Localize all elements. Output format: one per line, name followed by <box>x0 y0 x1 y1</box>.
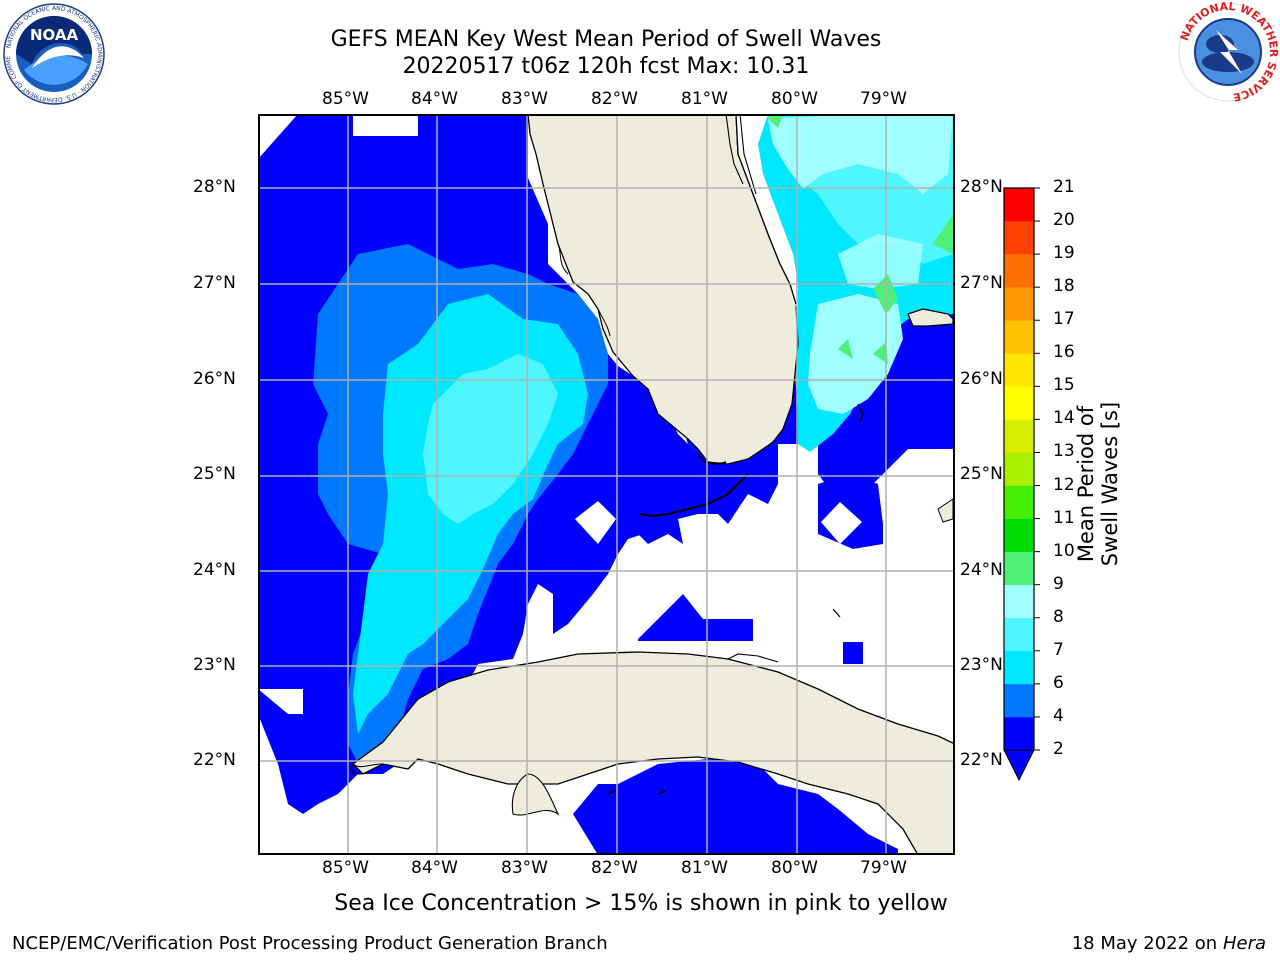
contour-8-9-east <box>768 114 953 194</box>
colorbar-frame <box>1003 187 1035 750</box>
colorbar-tick-label: 15 <box>1053 375 1075 396</box>
colorbar-band <box>1004 650 1034 685</box>
colorbar-tick-label: 16 <box>1053 342 1075 363</box>
lat-label-right: 26°N <box>960 369 1003 389</box>
colorbar-tick-label: 20 <box>1053 210 1075 231</box>
lat-label-right: 22°N <box>960 750 1003 770</box>
colorbar-band <box>1004 287 1034 321</box>
lat-label-left: 26°N <box>193 369 236 389</box>
nws-logo: NATIONAL WEATHER SERVICE <box>1176 0 1280 108</box>
lon-label-bottom: 82°W <box>591 858 638 878</box>
lat-label-left: 22°N <box>193 750 236 770</box>
colorbar-tick-label: 11 <box>1053 507 1075 528</box>
colorbar-band <box>1004 188 1034 222</box>
lat-label-left: 27°N <box>193 273 236 293</box>
colorbar-band <box>1004 485 1034 519</box>
colorbar-band <box>1004 584 1034 619</box>
colorbar-band <box>1004 254 1034 288</box>
colorbar-tick-label: 14 <box>1053 408 1075 429</box>
colorbar-tick-label: 19 <box>1053 243 1075 264</box>
lon-label-bottom: 79°W <box>860 858 907 878</box>
lon-label-bottom: 81°W <box>681 858 728 878</box>
lat-label-left: 28°N <box>193 177 236 197</box>
lon-label-top: 79°W <box>860 89 907 109</box>
footer-date: 18 May 2022 on Hera <box>1072 933 1266 954</box>
lat-label-right: 27°N <box>960 273 1003 293</box>
lon-label-top: 85°W <box>322 89 369 109</box>
lon-label-bottom: 83°W <box>501 858 548 878</box>
colorbar-title: Mean Period of Swell Waves [s] <box>1074 401 1122 567</box>
colorbar-band <box>1004 683 1034 718</box>
lat-label-right: 25°N <box>960 464 1003 484</box>
footer-date-text: 18 May 2022 on <box>1071 933 1218 954</box>
noaa-logo: NOAA NATIONAL OCEANIC AND ATMOSPHERIC AD… <box>0 0 106 110</box>
colorbar-tick-label: 8 <box>1053 606 1064 627</box>
colorbar-tick-label: 17 <box>1053 309 1075 330</box>
contour-7-8-west <box>423 354 558 524</box>
lon-label-top: 82°W <box>591 89 638 109</box>
colorbar-tick-label: 10 <box>1053 540 1075 561</box>
map-title-line1: GEFS MEAN Key West Mean Period of Swell … <box>330 27 882 52</box>
colorbar-tick-label: 9 <box>1053 573 1064 594</box>
colorbar-band <box>1004 518 1034 552</box>
colorbar-tick-label: 12 <box>1053 474 1075 495</box>
colorbar-band <box>1004 716 1034 751</box>
colorbar-tick-label: 7 <box>1053 639 1064 660</box>
footer-host: Hera <box>1222 933 1266 954</box>
colorbar-band <box>1004 353 1034 387</box>
colorbar-band <box>1004 221 1034 255</box>
lat-label-right: 24°N <box>960 560 1003 580</box>
colorbar-band <box>1004 320 1034 354</box>
lon-label-bottom: 80°W <box>771 858 818 878</box>
colorbar-tick-label: 4 <box>1053 705 1064 726</box>
lon-label-bottom: 85°W <box>322 858 369 878</box>
colorbar-tick-label: 18 <box>1053 276 1075 297</box>
colorbar-tick-label: 2 <box>1053 739 1064 759</box>
colorbar-band <box>1004 419 1034 453</box>
colorbar-band <box>1004 551 1034 586</box>
sea-ice-note: Sea Ice Concentration > 15% is shown in … <box>334 891 948 916</box>
lat-label-right: 28°N <box>960 177 1003 197</box>
grid-lines <box>258 114 955 855</box>
colorbar-band <box>1004 386 1034 420</box>
map-frame <box>258 114 955 855</box>
colorbar-tick-label: 13 <box>1053 441 1075 462</box>
lon-label-top: 83°W <box>501 89 548 109</box>
colorbar-tick-label: 6 <box>1053 672 1064 693</box>
map-title-line2: 20220517 t06z 120h fcst Max: 10.31 <box>402 54 810 79</box>
lat-label-left: 23°N <box>193 655 236 675</box>
lat-label-left: 24°N <box>193 560 236 580</box>
colorbar-tick-label: 21 <box>1053 177 1075 197</box>
lon-label-bottom: 84°W <box>411 858 458 878</box>
lon-label-top: 81°W <box>681 89 728 109</box>
lon-label-top: 80°W <box>771 89 818 109</box>
swell-period-map <box>258 114 955 859</box>
colorbar-band <box>1004 452 1034 486</box>
footer-branch: NCEP/EMC/Verification Post Processing Pr… <box>12 933 608 954</box>
colorbar-extend-triangle <box>1003 749 1035 782</box>
cuba-land <box>352 651 955 855</box>
colorbar <box>1000 180 1050 789</box>
lat-label-right: 23°N <box>960 655 1003 675</box>
lon-label-top: 84°W <box>411 89 458 109</box>
lat-label-left: 25°N <box>193 464 236 484</box>
colorbar-band <box>1004 617 1034 652</box>
svg-text:NOAA: NOAA <box>30 26 79 44</box>
